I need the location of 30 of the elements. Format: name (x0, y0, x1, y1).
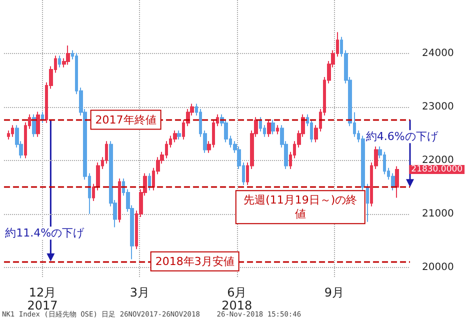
candlestick (395, 166, 399, 198)
annotation: 約11.4%の下げ (5, 226, 86, 240)
x-tick-label: 12月 2017 (27, 286, 58, 312)
candlestick (58, 55, 61, 68)
y-tick-label: 24000 (422, 48, 454, 59)
x-tick-label: 9月 (324, 286, 344, 300)
candlestick (366, 183, 369, 222)
ref-line-label: 2017年終値 (95, 113, 156, 126)
x-tick-label: 3月 (130, 286, 150, 300)
candlestick (271, 119, 275, 135)
candlestick (66, 44, 70, 66)
candlestick (177, 130, 181, 140)
ref-line-label: 2018年3月安値 (155, 254, 234, 268)
y-tick-label: 20000 (422, 262, 454, 273)
candlestick (267, 119, 271, 138)
candlestick (36, 111, 40, 138)
candlestick (148, 172, 151, 191)
y-tick-label: 22000 (422, 154, 454, 166)
y-tick-label: 21000 (422, 208, 454, 220)
candlestick (32, 114, 36, 138)
ref-line-label: 先週(11月19日～)の終値 (244, 194, 358, 221)
candlestick (41, 111, 44, 124)
annotation: 約4.6%の下げ (366, 130, 439, 144)
candlestick (276, 124, 279, 135)
candlestick (11, 124, 14, 138)
y-tick-label: 23000 (422, 101, 454, 112)
candlestick (92, 183, 95, 202)
candlestick (118, 178, 121, 223)
x-tick-label: 6月 2018 (222, 286, 252, 312)
annotation: 21830.0000 (411, 164, 463, 174)
